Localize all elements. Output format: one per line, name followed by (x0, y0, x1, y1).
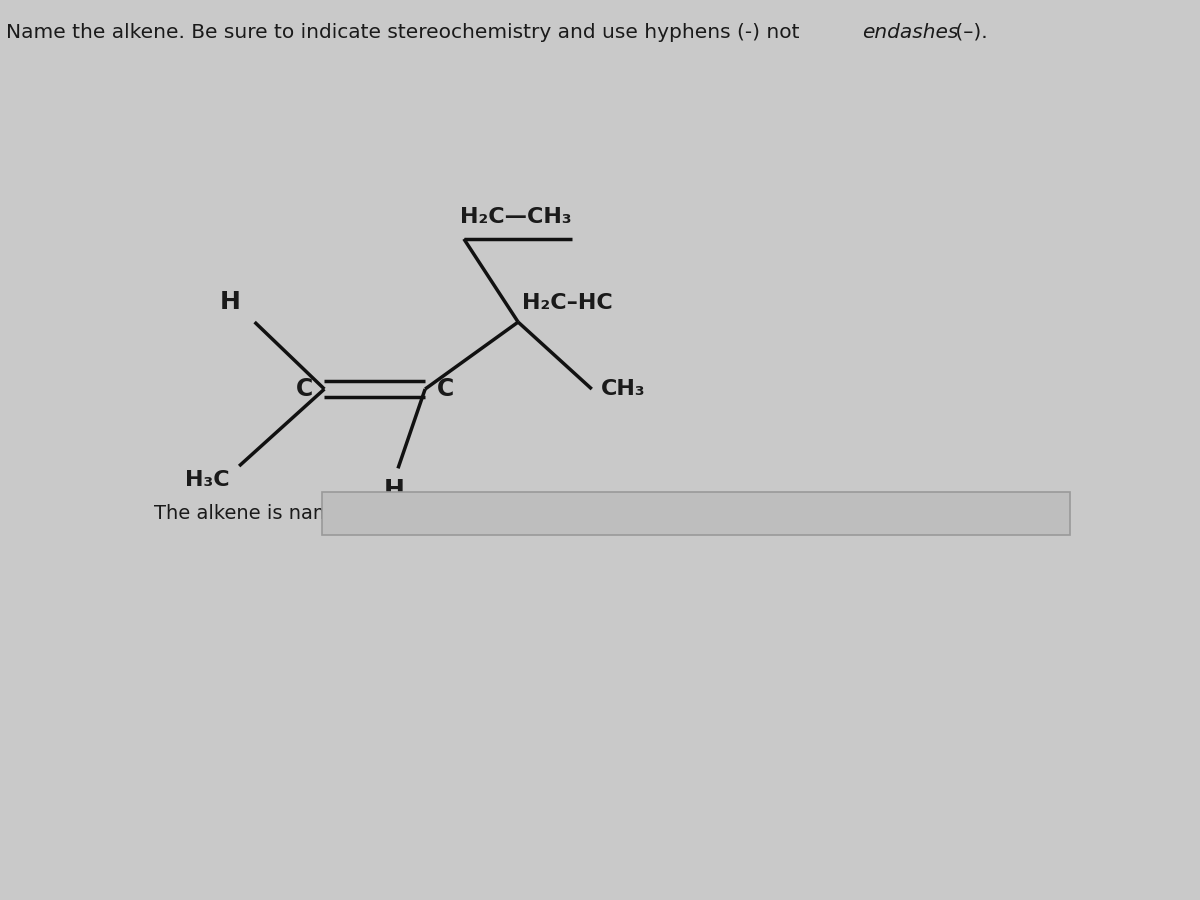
Text: (–).: (–). (949, 22, 988, 41)
Text: H₂C–HC: H₂C–HC (522, 292, 613, 313)
Text: H: H (384, 478, 404, 501)
Text: The alkene is named:: The alkene is named: (154, 504, 362, 523)
Text: CH₃: CH₃ (601, 379, 646, 399)
Text: Name the alkene. Be sure to indicate stereochemistry and use hyphens (-) not: Name the alkene. Be sure to indicate ste… (6, 22, 806, 41)
Text: C: C (295, 377, 313, 401)
Text: endashes: endashes (862, 22, 958, 41)
Text: H: H (220, 291, 241, 314)
FancyBboxPatch shape (322, 492, 1070, 536)
Text: C: C (437, 377, 454, 401)
Text: H₂C—CH₃: H₂C—CH₃ (460, 207, 571, 227)
Text: H₃C: H₃C (185, 470, 230, 490)
